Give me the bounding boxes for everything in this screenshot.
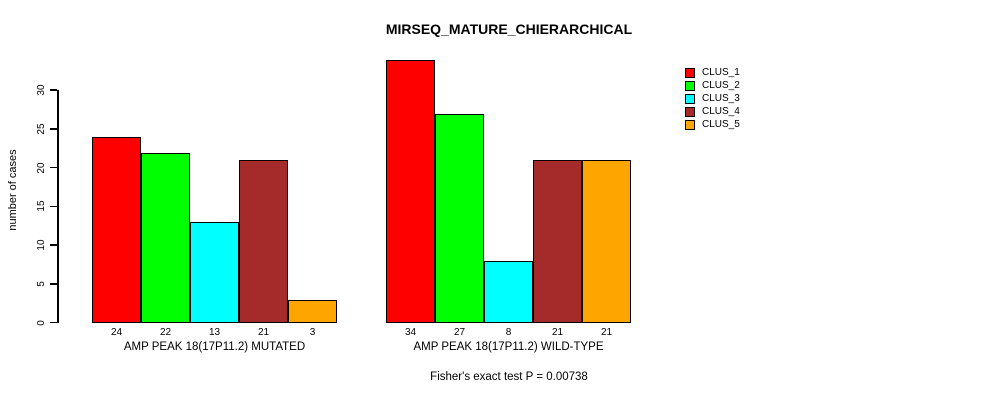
legend-label: CLUS_3 <box>702 93 740 104</box>
group-label: AMP PEAK 18(17P11.2) MUTATED <box>123 341 306 353</box>
legend-row-clus_2: CLUS_2 <box>685 79 740 92</box>
y-tick-label: 20 <box>36 161 47 174</box>
bar-clus_2-group1 <box>141 152 190 323</box>
legend-row-clus_4: CLUS_4 <box>685 105 740 118</box>
y-tick-label: 10 <box>36 239 47 251</box>
bar-clus_5-group2 <box>582 160 631 323</box>
bar-clus_1-group1 <box>92 137 141 323</box>
legend-swatch-icon <box>685 93 695 104</box>
legend-swatch-icon <box>685 80 695 91</box>
y-tick <box>50 321 57 324</box>
group-label: AMP PEAK 18(17P11.2) WILD-TYPE <box>413 341 604 353</box>
legend-label: CLUS_2 <box>702 80 740 91</box>
bar-clus_3-group2 <box>484 261 533 323</box>
footnote: Fisher's exact test P = 0.00738 <box>430 371 588 383</box>
legend-label: CLUS_5 <box>702 119 740 130</box>
bar-clus_1-group2 <box>386 59 435 323</box>
y-tick-label: 15 <box>36 200 47 212</box>
bar-value-label: 24 <box>110 327 123 338</box>
bar-value-label: 22 <box>159 327 172 338</box>
bar-value-label: 21 <box>600 327 613 338</box>
y-tick-label: 25 <box>36 123 47 135</box>
y-tick-label: 0 <box>36 319 47 326</box>
legend-swatch-icon <box>685 119 695 130</box>
y-tick <box>50 205 57 207</box>
legend-swatch-icon <box>685 106 695 117</box>
bar-clus_3-group1 <box>190 222 239 323</box>
bar-value-label: 8 <box>505 327 512 338</box>
bar-value-label: 27 <box>453 327 466 338</box>
bar-clus_4-group2 <box>533 160 582 323</box>
bar-value-label: 13 <box>208 327 221 338</box>
legend-label: CLUS_4 <box>702 106 740 117</box>
y-tick-label: 5 <box>36 280 47 287</box>
y-tick <box>50 128 57 130</box>
legend-swatch-icon <box>685 67 695 78</box>
legend-row-clus_1: CLUS_1 <box>685 66 740 79</box>
bar-value-label: 3 <box>309 327 316 338</box>
bar-clus_4-group1 <box>239 160 288 323</box>
legend-label: CLUS_1 <box>702 67 740 78</box>
bar-clus_5-group1 <box>288 299 337 323</box>
bar-value-label: 21 <box>551 327 564 338</box>
y-tick <box>50 283 57 285</box>
y-tick <box>50 166 57 169</box>
legend: CLUS_1 CLUS_2 CLUS_3 CLUS_4 CLUS_5 <box>685 66 740 131</box>
bar-value-label: 21 <box>257 327 270 338</box>
chart-title: MIRSEQ_MATURE_CHIERARCHICAL <box>385 21 633 37</box>
legend-row-clus_5: CLUS_5 <box>685 118 740 131</box>
y-axis-title: number of cases <box>7 149 19 231</box>
legend-row-clus_3: CLUS_3 <box>685 92 740 105</box>
y-tick-label: 30 <box>36 84 47 96</box>
y-axis-line <box>57 90 59 323</box>
bar-value-label: 34 <box>404 327 417 338</box>
y-tick <box>50 244 57 246</box>
y-tick <box>50 89 57 91</box>
bar-clus_2-group2 <box>435 113 484 323</box>
